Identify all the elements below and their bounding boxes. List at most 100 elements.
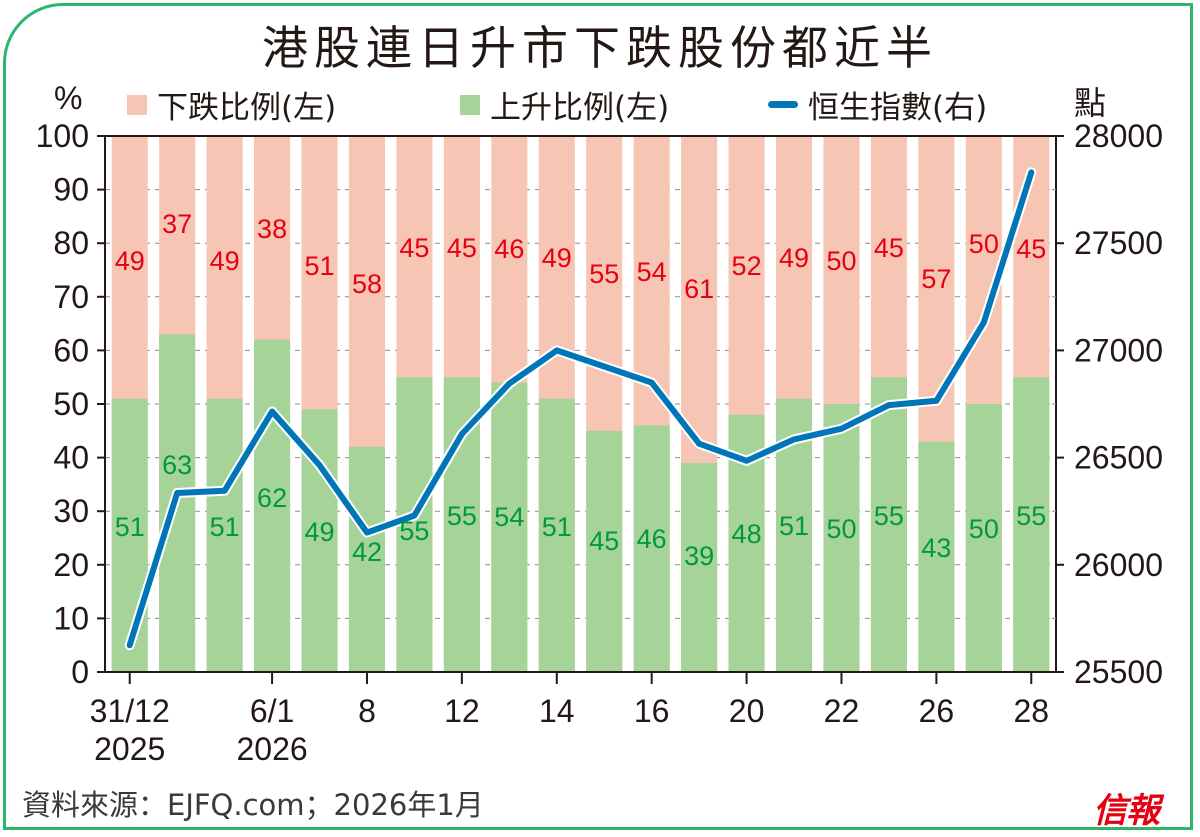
bar-up [206,398,243,672]
label-up: 55 [399,516,429,546]
x-tick-label: 28 [1013,693,1049,729]
bar-up [870,377,907,672]
bar-up [681,462,718,672]
legend-swatch-up [460,94,480,115]
legend-item-up: 上升比例(左) [460,82,669,127]
legend-line-index [768,101,798,108]
y2-tick-label: 26500 [1074,440,1163,476]
label-down: 45 [399,233,429,263]
bar-up [633,425,670,672]
label-down: 50 [969,229,999,259]
y-tick-label: 30 [53,493,89,529]
label-up: 46 [637,524,667,554]
y-tick-label: 100 [36,118,89,154]
y-tick-label: 40 [53,440,89,476]
label-up: 49 [305,517,335,547]
index-line [124,167,1037,651]
label-down: 37 [162,209,192,239]
legend-item-down: 下跌比例(左) [127,82,336,127]
label-down: 57 [921,264,951,294]
x-tick-label: 31/12 [90,693,170,729]
index-line-path [126,169,1035,649]
bar-up [965,404,1002,672]
x-tick-label: 20 [729,693,765,729]
label-down: 61 [684,274,714,304]
label-down: 54 [637,257,667,287]
label-up: 43 [921,533,951,563]
label-up: 45 [589,526,619,556]
bar-up [918,441,955,672]
y-tick-label: 0 [71,654,89,690]
label-up: 55 [874,501,904,531]
x-tick-label: 14 [539,693,575,729]
label-down: 46 [494,234,524,264]
y2-tick-label: 26000 [1074,547,1163,583]
label-down: 55 [589,259,619,289]
bar-up [254,339,291,672]
label-up: 51 [779,511,809,541]
label-up: 51 [210,512,240,542]
bar-up [823,404,860,672]
y2-tick-label: 27000 [1074,332,1163,368]
label-down: 52 [732,251,762,281]
label-up: 50 [826,514,856,544]
x-tick-label-year: 2026 [236,731,307,767]
axes [97,135,1064,684]
y-tick-label: 60 [53,332,89,368]
x-tick-label: 6/1 [250,693,294,729]
legend-label-index: 恒生指數(右) [808,90,988,126]
label-up: 48 [732,519,762,549]
x-tick-label-year: 2025 [94,731,165,767]
label-down: 49 [210,246,240,276]
bar-up [111,398,148,672]
bar-up [1013,377,1050,672]
hkej-logo: 信報 [1093,791,1160,831]
legend-label-up: 上升比例(左) [490,90,670,126]
label-up: 51 [115,512,145,542]
legend-label-down: 下跌比例(左) [157,90,337,126]
x-tick-label: 16 [634,693,670,729]
label-up: 63 [162,450,192,480]
y2-tick-label: 27500 [1074,225,1163,261]
bar-up [538,398,575,672]
right-axis-unit: 點 [1074,84,1107,122]
label-up: 54 [494,502,524,532]
bar-up [491,382,528,672]
x-tick-label: 8 [358,693,376,729]
label-up: 50 [969,514,999,544]
y-tick-label: 10 [53,600,89,636]
legend-swatch-down [127,94,147,115]
label-down: 50 [826,246,856,276]
left-axis-unit: % [54,80,83,116]
y2-tick-label: 25500 [1074,654,1163,690]
bar-up [348,446,386,672]
bar-up [586,430,623,672]
label-down: 58 [352,269,382,299]
label-up: 39 [684,541,714,571]
label-down: 49 [779,243,809,273]
data-labels: 49 51 37 63 49 51 38 62 51 49 58 42 45 55 45 55 46 54 49 51… [115,209,1047,571]
bars [111,136,1050,672]
x-tick-label: 26 [919,693,955,729]
label-up: 51 [542,512,572,542]
y-tick-label: 50 [53,386,89,422]
x-tick-label: 22 [824,693,860,729]
label-down: 45 [874,233,904,263]
label-up: 55 [447,501,477,531]
label-up: 42 [352,537,382,567]
label-up: 62 [257,483,287,513]
y-tick-label: 90 [53,172,89,208]
y-tick-label: 20 [53,547,89,583]
label-down: 38 [257,214,287,244]
label-down: 45 [447,233,477,263]
label-down: 45 [1016,234,1046,264]
legend-item-index: 恒生指數(右) [768,82,987,127]
label-down: 49 [542,243,572,273]
chart-frame [3,3,1193,830]
y-tick-label: 80 [53,225,89,261]
label-up: 55 [1016,501,1046,531]
y2-tick-label: 28000 [1074,118,1163,154]
y-tick-label: 70 [53,279,89,315]
label-down: 49 [115,246,145,276]
